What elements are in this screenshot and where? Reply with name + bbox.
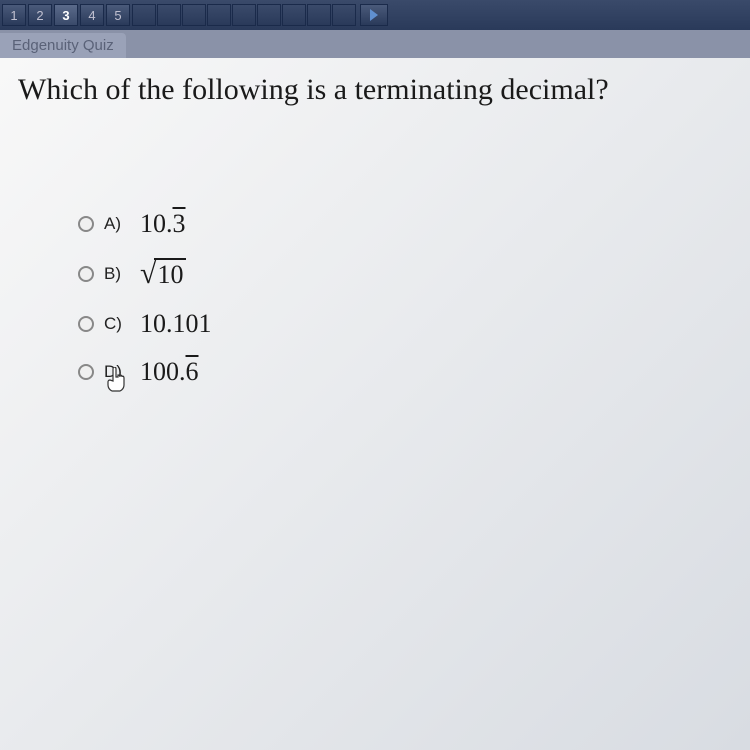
option-b-label: B) — [104, 264, 126, 284]
empty-tab — [332, 4, 356, 26]
empty-tab — [307, 4, 331, 26]
option-b-value: √10 — [140, 257, 186, 291]
empty-tab-slots — [132, 4, 356, 26]
option-a-row[interactable]: A) 10.3 — [78, 209, 732, 239]
page-tab-4[interactable]: 4 — [80, 4, 104, 26]
page-tab-2[interactable]: 2 — [28, 4, 52, 26]
empty-tab — [232, 4, 256, 26]
question-text: Which of the following is a terminating … — [18, 70, 732, 109]
empty-tab — [157, 4, 181, 26]
quiz-content-area: Which of the following is a terminating … — [0, 58, 750, 750]
play-icon — [370, 9, 378, 21]
option-c-value: 10.101 — [140, 309, 212, 339]
quiz-tab-strip: Edgenuity Quiz — [0, 30, 750, 58]
option-d-value: 100.6 — [140, 357, 199, 387]
top-navigation-bar: 1 2 3 4 5 — [0, 0, 750, 30]
option-b-row[interactable]: B) √10 — [78, 257, 732, 291]
option-a-label: A) — [104, 214, 126, 234]
option-c-radio[interactable] — [78, 316, 94, 332]
empty-tab — [257, 4, 281, 26]
option-d-row[interactable]: D) 100.6 — [78, 357, 732, 387]
option-c-label: C) — [104, 314, 126, 334]
option-c-row[interactable]: C) 10.101 — [78, 309, 732, 339]
empty-tab — [282, 4, 306, 26]
option-b-radio[interactable] — [78, 266, 94, 282]
option-a-radio[interactable] — [78, 216, 94, 232]
page-tab-3[interactable]: 3 — [54, 4, 78, 26]
play-button[interactable] — [360, 4, 388, 26]
empty-tab — [132, 4, 156, 26]
option-d-radio[interactable] — [78, 364, 94, 380]
option-d-label: D) — [104, 362, 126, 382]
page-tab-5[interactable]: 5 — [106, 4, 130, 26]
option-a-value: 10.3 — [140, 209, 186, 239]
empty-tab — [182, 4, 206, 26]
page-number-tabs: 1 2 3 4 5 — [2, 4, 130, 26]
page-tab-1[interactable]: 1 — [2, 4, 26, 26]
empty-tab — [207, 4, 231, 26]
answer-options: A) 10.3 B) √10 C) 10.101 D) 100.6 — [78, 209, 732, 387]
quiz-tab-label[interactable]: Edgenuity Quiz — [0, 33, 126, 58]
